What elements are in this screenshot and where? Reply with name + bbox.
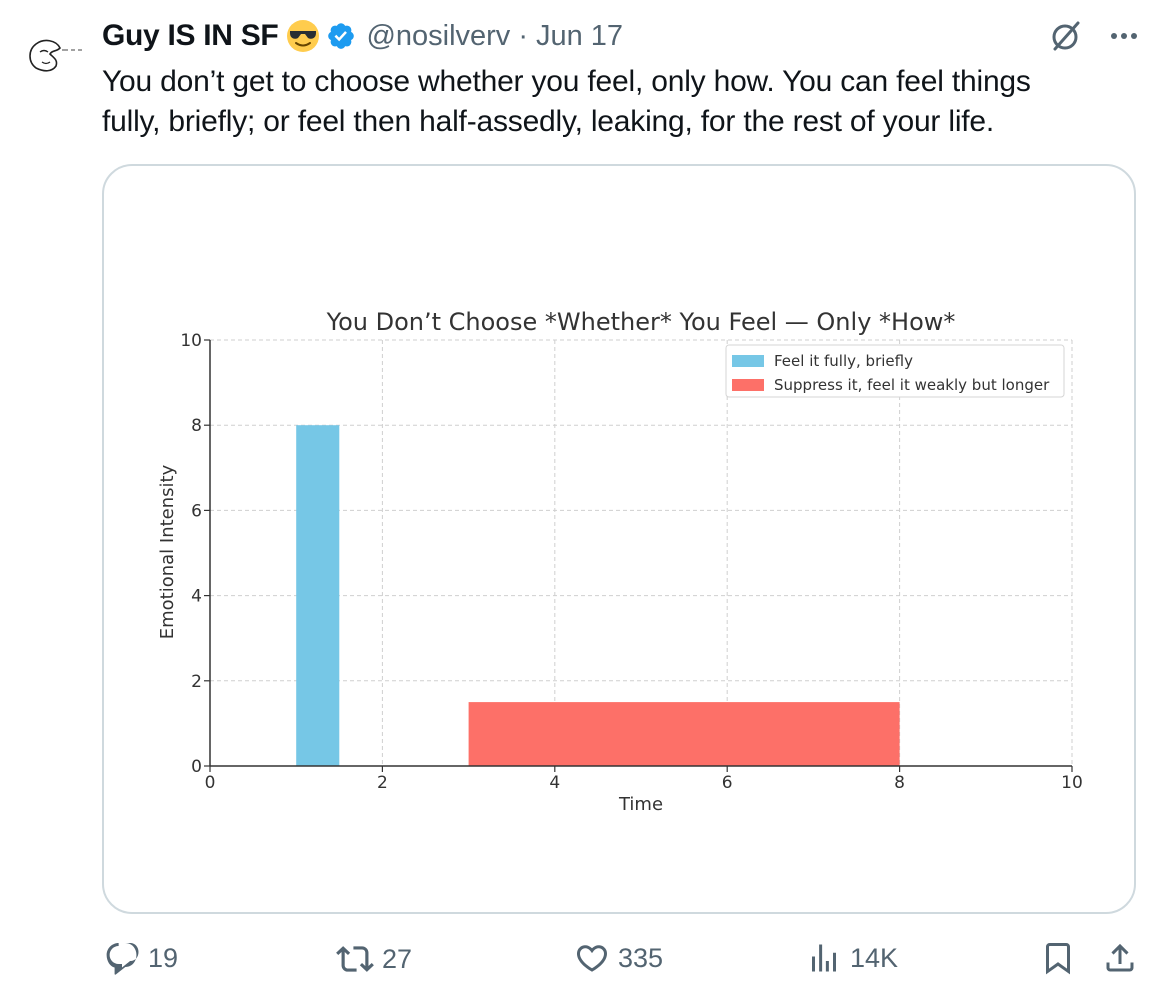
tweet-text: You don’t get to choose whether you feel… — [102, 62, 1122, 142]
legend-label: Suppress it, feel it weakly but longer — [774, 376, 1050, 394]
x-tick-label: 6 — [722, 773, 733, 793]
tweet-date[interactable]: Jun 17 — [535, 19, 624, 52]
x-tick-label: 0 — [205, 773, 216, 793]
action-bar: 19 27 335 14K — [0, 940, 1162, 990]
x-tick-label: 8 — [894, 773, 905, 793]
bookmark-icon — [1046, 943, 1070, 975]
y-tick-label: 2 — [191, 672, 202, 692]
share-icon — [1106, 943, 1134, 972]
tweet-header: Guy IS IN SF @nosilverv · Jun 17 — [102, 16, 623, 56]
separator-dot: · — [518, 19, 528, 52]
tweet-text-line: fully, briefly; or feel then half-assedl… — [102, 105, 995, 138]
sunglasses-emoji — [287, 20, 320, 52]
x-tick-label: 2 — [377, 773, 388, 793]
tweet-text-line: You don’t get to choose whether you feel… — [102, 65, 1031, 98]
author-handle[interactable]: @nosilverv — [366, 19, 511, 52]
like-count: 335 — [618, 942, 664, 973]
author-name[interactable]: Guy IS IN SF — [102, 19, 279, 52]
chart-legend: Feel it fully, briefly Suppress it, feel … — [725, 344, 1065, 398]
chart-axes — [209, 340, 1072, 767]
repost-icon — [336, 946, 374, 972]
y-tick-label: 4 — [191, 587, 202, 607]
legend-swatch — [732, 355, 764, 367]
chart-title: You Don’t Choose *Whether* You Feel — On… — [326, 308, 956, 336]
views-icon — [812, 944, 836, 972]
bar — [296, 425, 340, 766]
bookmark-button[interactable] — [1040, 940, 1076, 976]
x-tick-label: 10 — [1061, 773, 1083, 793]
avatar[interactable] — [14, 22, 84, 92]
legend-label: Feel it fully, briefly — [774, 352, 913, 370]
chart-ticks: 0 2 4 6 8 10 0 2 4 6 8 10 — [180, 331, 1082, 793]
repost-count: 27 — [382, 943, 413, 974]
tweet-top-actions — [1048, 18, 1142, 54]
verified-badge-icon[interactable] — [326, 21, 356, 51]
y-tick-label: 10 — [180, 331, 202, 351]
like-button[interactable]: 335 — [574, 940, 663, 976]
heart-icon — [576, 945, 608, 972]
reply-icon — [106, 943, 139, 975]
more-icon[interactable] — [1106, 18, 1142, 54]
y-axis-label: Emotional Intensity — [157, 464, 178, 639]
reply-button[interactable]: 19 — [104, 940, 178, 976]
share-button[interactable] — [1102, 940, 1138, 976]
media-card[interactable]: You Don’t Choose *Whether* You Feel — On… — [102, 164, 1136, 914]
y-tick-label: 8 — [191, 416, 202, 436]
bar — [468, 702, 900, 766]
legend-swatch — [732, 379, 764, 391]
views-button[interactable]: 14K — [806, 940, 898, 976]
view-count: 14K — [850, 942, 899, 973]
x-axis-label: Time — [618, 794, 663, 815]
grok-icon[interactable] — [1048, 18, 1084, 54]
y-tick-label: 6 — [191, 501, 202, 521]
chart-bars — [296, 425, 900, 766]
legend-box — [725, 344, 1065, 398]
y-tick-label: 0 — [191, 757, 202, 777]
reply-count: 19 — [148, 942, 179, 973]
chart: You Don’t Choose *Whether* You Feel — On… — [157, 308, 1083, 815]
repost-button[interactable]: 27 — [336, 940, 412, 978]
x-tick-label: 4 — [549, 773, 560, 793]
